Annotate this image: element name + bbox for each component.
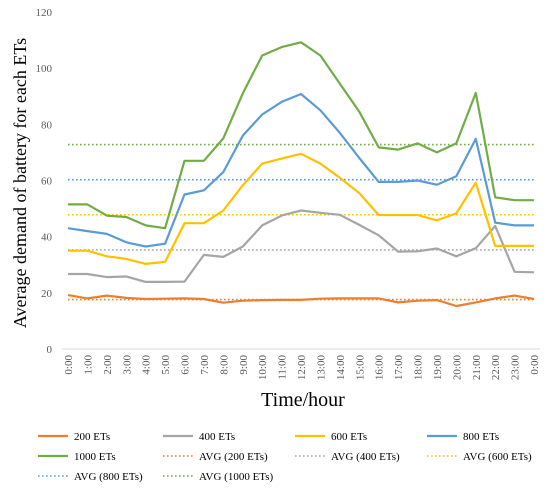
x-tick-label: 1:00 (82, 355, 94, 375)
legend-label: AVG (200 ETs) (199, 451, 268, 463)
legend-label: AVG (600 ETs) (463, 451, 532, 463)
x-tick-label: 3:00 (121, 355, 133, 375)
legend-label: 200 ETs (74, 431, 110, 443)
x-tick-label: 13:00 (315, 355, 327, 381)
x-tick-label: 4:00 (141, 355, 153, 375)
legend-label: AVG (1000 ETs) (199, 471, 274, 483)
y-tick-label: 20 (41, 288, 53, 300)
legend-label: 600 ETs (331, 431, 367, 443)
x-tick-label: 9:00 (238, 355, 250, 375)
series-line-1000-ets (68, 41, 534, 230)
x-tick-label: 12:00 (296, 355, 308, 381)
legend-label: 400 ETs (199, 431, 235, 443)
x-tick-label: 11:00 (277, 355, 289, 380)
y-tick-label: 120 (36, 7, 53, 19)
x-tick-label: 2:00 (102, 355, 114, 375)
legend-label: AVG (800 ETs) (74, 471, 143, 483)
y-axis: 0 20 40 60 80 100 120 (36, 7, 53, 356)
legend-label: 1000 ETs (74, 451, 116, 463)
x-tick-label: 19:00 (432, 355, 444, 381)
x-tick-label: 21:00 (471, 355, 483, 381)
x-tick-label: 17:00 (393, 355, 405, 381)
y-tick-label: 100 (36, 63, 53, 75)
x-axis: 0:00 1:00 2:00 3:00 4:00 5:00 6:00 7:00 8:00 9:00… (62, 348, 541, 381)
legend: 200 ETs 400 ETs 600 ETs 800 ETs 1000 ETs AVG … (38, 431, 532, 483)
x-tick-label: 20:00 (451, 355, 463, 381)
y-tick-label: 80 (41, 119, 53, 131)
series-line-600-ets (68, 152, 534, 265)
x-tick-label: 10:00 (257, 355, 269, 381)
x-tick-label: 14:00 (335, 355, 347, 381)
series-line-800-ets (67, 92, 534, 248)
x-tick-label: 23:00 (510, 355, 522, 381)
x-tick-label: 7:00 (199, 355, 211, 375)
x-tick-label: 8:00 (218, 355, 230, 375)
x-tick-label: 6:00 (180, 355, 192, 375)
y-tick-label: 40 (41, 232, 53, 244)
x-tick-label: 18:00 (413, 355, 425, 381)
series-line-400-ets (68, 209, 535, 283)
series-line-200-ets (67, 294, 535, 308)
y-tick-label: 0 (47, 344, 53, 356)
x-tick-label: 16:00 (374, 355, 386, 381)
x-tick-label: 0:00 (63, 355, 75, 375)
x-tick-label: 22:00 (490, 355, 502, 381)
legend-label: 800 ETs (463, 431, 499, 443)
y-tick-label: 60 (41, 176, 53, 188)
legend-label: AVG (400 ETs) (331, 451, 400, 463)
plot-area (67, 41, 535, 308)
y-axis-title: Average demand of battery for each ETs (10, 38, 30, 328)
x-tick-label: 5:00 (160, 355, 172, 375)
x-axis-title: Time/hour (261, 389, 345, 411)
x-tick-label: 0:00 (529, 355, 541, 375)
x-tick-label: 15:00 (354, 355, 366, 381)
